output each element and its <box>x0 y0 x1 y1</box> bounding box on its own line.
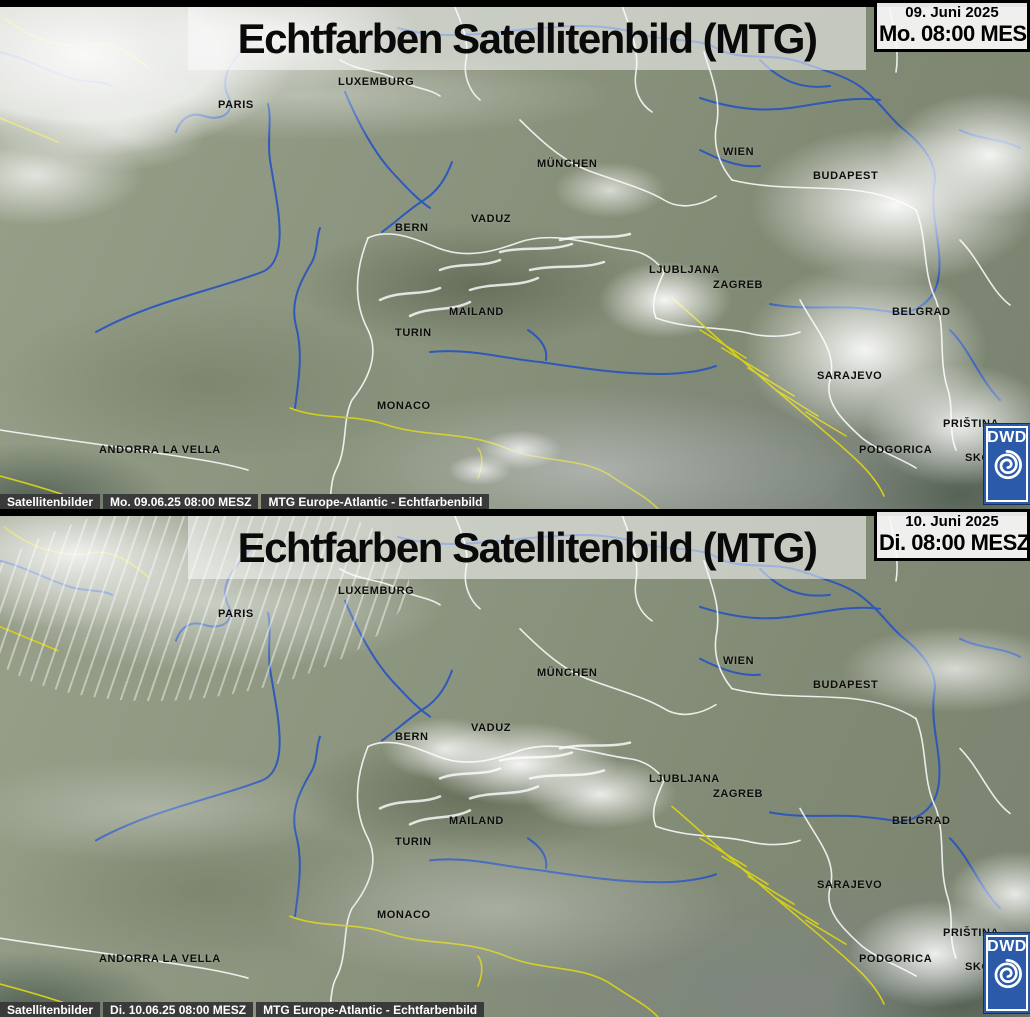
dwd-logo: DWD <box>984 424 1030 504</box>
city-label-andorra-la-vella: ANDORRA LA VELLA <box>99 953 221 965</box>
city-label-mailand: MAILAND <box>449 815 504 827</box>
city-label-wien: WIEN <box>723 146 755 158</box>
satellite-panel-1: LUXEMBURG PARIS MÜNCHEN WIEN BUDAPEST VADUZ BE… <box>0 0 1030 509</box>
cloud-layer <box>0 0 1030 509</box>
city-label-mailand: MAILAND <box>449 306 504 318</box>
city-label-ljubljana: LJUBLJANA <box>649 773 720 785</box>
city-label-ljubljana: LJUBLJANA <box>649 264 720 276</box>
city-label-turin: TURIN <box>395 327 432 339</box>
top-border-strip <box>0 509 1030 516</box>
city-label-budapest: BUDAPEST <box>813 170 879 182</box>
city-label-zagreb: ZAGREB <box>713 788 764 800</box>
time-label: Mo. 08:00 MESZ <box>879 21 1030 46</box>
city-labels: LUXEMBURG PARIS MÜNCHEN WIEN BUDAPEST VADUZ BE… <box>0 509 1030 1017</box>
panel-title: Echtfarben Satellitenbild (MTG) <box>237 14 818 62</box>
status-product: Satellitenbilder <box>0 1002 101 1017</box>
city-label-luxemburg: LUXEMBURG <box>338 585 415 597</box>
dwd-spiral-icon <box>994 959 1022 989</box>
city-labels: LUXEMBURG PARIS MÜNCHEN WIEN BUDAPEST VADUZ BE… <box>99 76 1013 464</box>
panel-title-band: Echtfarben Satellitenbild (MTG) <box>188 516 866 579</box>
date-label: 09. Juni 2025 <box>905 4 999 21</box>
panel-title-band: Echtfarben Satellitenbild (MTG) <box>188 7 866 70</box>
dwd-logo-text: DWD <box>987 429 1027 446</box>
city-label-m-nchen: MÜNCHEN <box>537 667 598 679</box>
date-label: 10. Juni 2025 <box>905 513 999 530</box>
time-label: Di. 08:00 MESZ <box>879 530 1030 555</box>
status-datetime: Di. 10.06.25 08:00 MESZ <box>103 1002 254 1017</box>
city-label-sarajevo: SARAJEVO <box>817 370 883 382</box>
dwd-logo-text: DWD <box>987 938 1027 955</box>
status-datetime: Mo. 09.06.25 08:00 MESZ <box>103 494 259 509</box>
city-label-andorra-la-vella: ANDORRA LA VELLA <box>99 444 221 456</box>
city-label-m-nchen: MÜNCHEN <box>537 158 598 170</box>
top-border-strip <box>0 0 1030 7</box>
dwd-logo: DWD <box>984 933 1030 1013</box>
city-label-luxemburg: LUXEMBURG <box>338 76 415 88</box>
city-label-turin: TURIN <box>395 836 432 848</box>
city-label-sarajevo: SARAJEVO <box>817 879 883 891</box>
city-label-belgrad: BELGRAD <box>892 815 951 827</box>
city-label-belgrad: BELGRAD <box>892 306 951 318</box>
status-product: Satellitenbilder <box>0 494 101 509</box>
city-label-monaco: MONACO <box>377 909 431 921</box>
city-label-vaduz: VADUZ <box>471 722 512 734</box>
status-bar: Satellitenbilder Di. 10.06.25 08:00 MESZ… <box>0 1002 485 1017</box>
cloud-layer <box>0 509 1030 1017</box>
date-box: 09. Juni 2025 Mo. 08:00 MESZ <box>874 0 1030 52</box>
city-label-monaco: MONACO <box>377 400 431 412</box>
city-label-zagreb: ZAGREB <box>713 279 764 291</box>
city-label-budapest: BUDAPEST <box>813 679 879 691</box>
status-source: MTG Europe-Atlantic - Echtfarbenbild <box>256 1002 485 1017</box>
city-label-vaduz: VADUZ <box>471 213 512 225</box>
city-label-wien: WIEN <box>723 655 755 667</box>
panel-title: Echtfarben Satellitenbild (MTG) <box>237 523 818 571</box>
city-label-bern: BERN <box>395 222 429 234</box>
city-label-podgorica: PODGORICA <box>859 444 933 456</box>
city-label-paris: PARIS <box>218 608 254 620</box>
city-label-paris: PARIS <box>218 99 254 111</box>
satellite-panel-2: LUXEMBURG PARIS MÜNCHEN WIEN BUDAPEST VADUZ BE… <box>0 509 1030 1017</box>
dwd-spiral-icon <box>994 450 1022 480</box>
city-label-bern: BERN <box>395 731 429 743</box>
status-bar: Satellitenbilder Mo. 09.06.25 08:00 MESZ… <box>0 494 490 509</box>
status-source: MTG Europe-Atlantic - Echtfarbenbild <box>261 494 490 509</box>
date-box: 10. Juni 2025 Di. 08:00 MESZ <box>874 509 1030 561</box>
city-label-podgorica: PODGORICA <box>859 953 933 965</box>
